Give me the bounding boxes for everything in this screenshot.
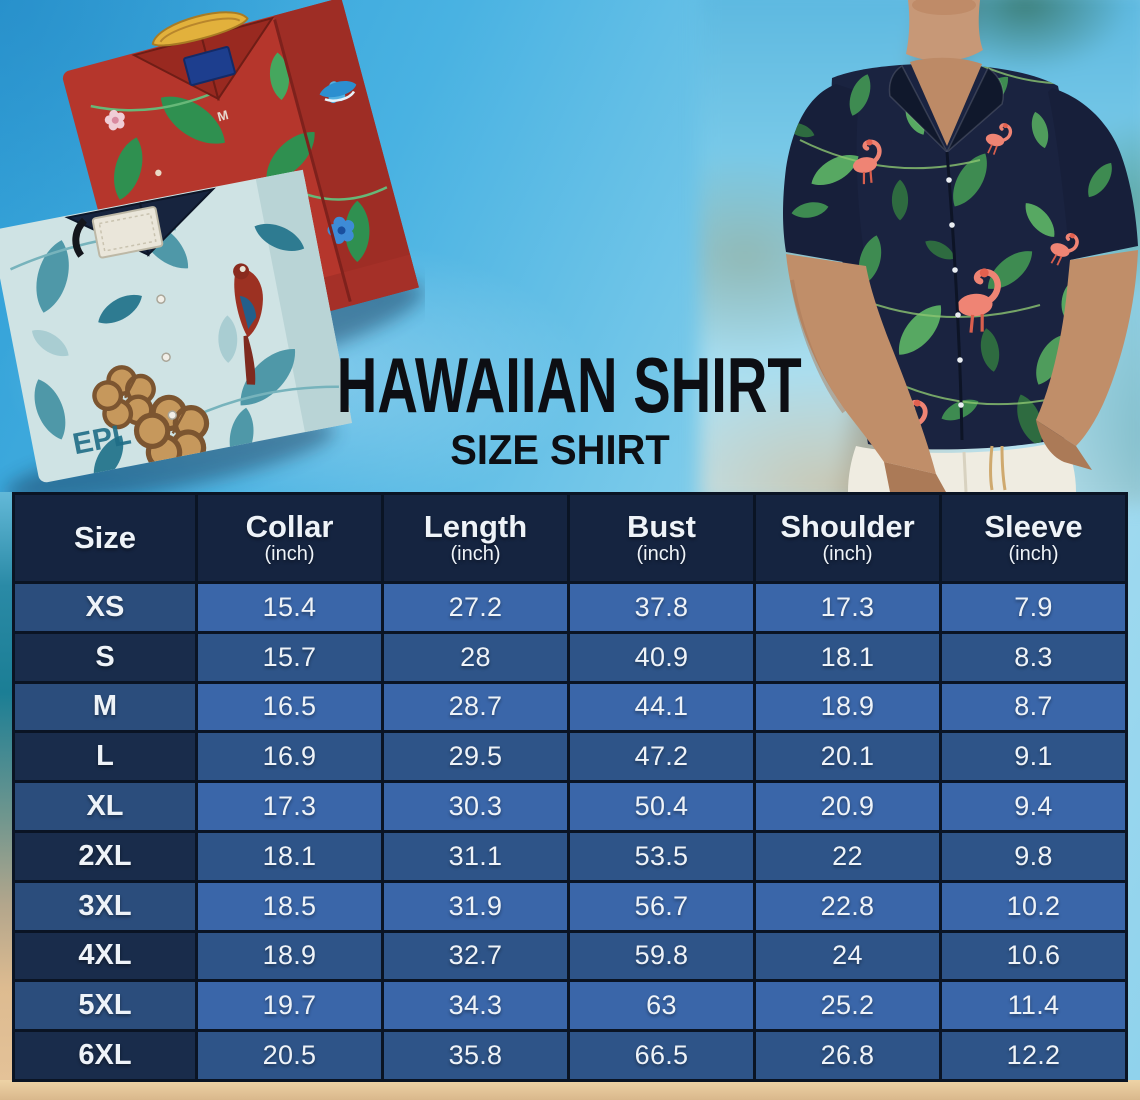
value-cell: 24 [756,932,939,980]
value-cell: 15.7 [198,633,381,681]
value-cell: 30.3 [384,783,567,830]
value-cell: 19.7 [198,982,381,1030]
title-block: HAWAIIAN SHIRT SIZE SHIRT [250,341,870,474]
value-cell: 10.6 [942,932,1125,980]
size-tag-label: M [216,107,230,124]
value-cell: 9.4 [942,783,1125,830]
value-cell: 16.9 [198,733,381,781]
value-cell: 40.9 [570,633,753,681]
value-cell: 18.1 [756,633,939,681]
value-cell: 10.2 [942,882,1125,930]
header-cell-size: Size [15,495,195,581]
value-cell: 9.1 [942,733,1125,781]
size-cell: 4XL [15,932,195,980]
value-cell: 18.1 [198,832,381,880]
size-cell: M [15,683,195,731]
fabric-loop [72,217,88,258]
beach-edge-strip [0,492,13,1082]
teal-hawaiian-shirt: EPL [0,169,353,484]
value-cell: 37.8 [570,584,753,631]
value-cell: 20.9 [756,783,939,830]
value-cell: 26.8 [756,1032,939,1079]
value-cell: 18.9 [756,683,939,731]
sleeve-logo-patch [319,81,357,102]
model-neck [906,0,983,62]
value-cell: 22 [756,832,939,880]
header-cell-collar: Collar (inch) [198,495,381,581]
value-cell: 17.3 [756,584,939,631]
value-cell: 34.3 [384,982,567,1030]
poster-subtitle: SIZE SHIRT [450,426,670,474]
value-cell: 8.7 [942,683,1125,731]
value-cell: 8.3 [942,633,1125,681]
value-cell: 29.5 [384,733,567,781]
collar-label [183,45,236,87]
model-arms [786,250,1138,492]
folded-shirts-photo: M [0,0,424,500]
header-cell-shoulder: Shoulder (inch) [756,495,939,581]
value-cell: 56.7 [570,882,753,930]
parrot-print [233,263,263,385]
value-cell: 47.2 [570,733,753,781]
value-cell: 63 [570,982,753,1030]
value-cell: 20.1 [756,733,939,781]
value-cell: 12.2 [942,1032,1125,1079]
size-cell: XS [15,584,195,631]
value-cell: 50.4 [570,783,753,830]
shirt-buttons [946,177,964,408]
value-cell: 15.4 [198,584,381,631]
pants-drawstring [989,445,1007,491]
value-cell: 32.7 [384,932,567,980]
value-cell: 35.8 [384,1032,567,1079]
sand-strip [0,1080,1140,1100]
value-cell: 25.2 [756,982,939,1030]
value-cell: 11.4 [942,982,1125,1030]
value-cell: 44.1 [570,683,753,731]
value-cell: 31.1 [384,832,567,880]
size-cell: XL [15,783,195,830]
value-cell: 31.9 [384,882,567,930]
value-cell: 16.5 [198,683,381,731]
value-cell: 17.3 [198,783,381,830]
chest-label [91,206,164,259]
model-photo [783,0,1138,492]
value-cell: 28.7 [384,683,567,731]
poster-title: HAWAIIAN SHIRT [336,341,802,429]
value-cell: 28 [384,633,567,681]
header-cell-sleeve: Sleeve (inch) [942,495,1125,581]
value-cell: 27.2 [384,584,567,631]
size-cell: 5XL [15,982,195,1030]
value-cell: 18.5 [198,882,381,930]
size-cell: L [15,733,195,781]
value-cell: 66.5 [570,1032,753,1079]
value-cell: 59.8 [570,932,753,980]
header-cell-length: Length (inch) [384,495,567,581]
value-cell: 18.9 [198,932,381,980]
value-cell: 9.8 [942,832,1125,880]
value-cell: 53.5 [570,832,753,880]
value-cell: 20.5 [198,1032,381,1079]
header-cell-bust: Bust (inch) [570,495,753,581]
size-cell: S [15,633,195,681]
size-cell: 2XL [15,832,195,880]
size-chart-table: Size Collar (inch) Length (inch) Bust (inch… [12,492,1128,1082]
value-cell: 7.9 [942,584,1125,631]
value-cell: 22.8 [756,882,939,930]
size-cell: 3XL [15,882,195,930]
brand-badge [151,11,249,47]
size-cell: 6XL [15,1032,195,1079]
